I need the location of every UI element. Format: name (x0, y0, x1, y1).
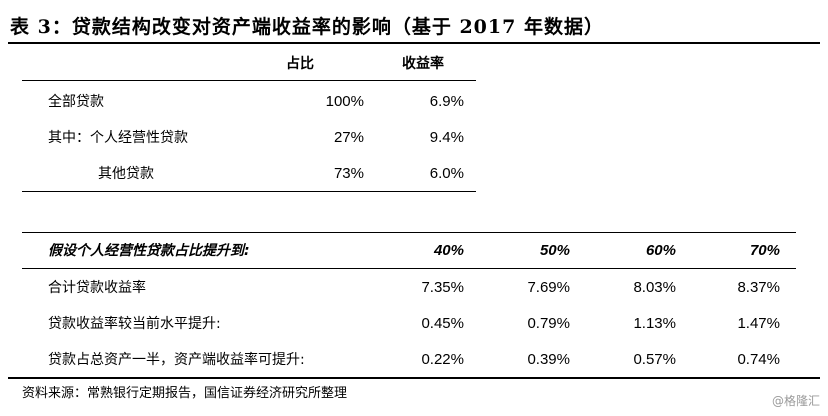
row-yield: 9.4% (429, 129, 464, 146)
row-share: 100% (325, 93, 364, 110)
row-value: 1.47% (737, 315, 780, 332)
row-value: 7.69% (527, 279, 570, 296)
row-value: 0.39% (527, 351, 570, 368)
source-note: 资料来源：常熟银行定期报告，国信证券经济研究所整理 (22, 386, 348, 401)
bottom-rule (8, 377, 820, 379)
scenario-header-70: 70% (749, 242, 780, 259)
row-share: 27% (333, 129, 364, 146)
watermark: @格隆汇 (771, 394, 820, 408)
row-value: 1.13% (633, 315, 676, 332)
row-value: 0.45% (421, 315, 464, 332)
table1-header-rule (22, 80, 476, 81)
row-label: 合计贷款收益率 (48, 280, 146, 296)
row-yield: 6.0% (429, 165, 464, 182)
row-label: 其中：个人经营性贷款 (48, 130, 188, 146)
row-yield: 6.9% (429, 93, 464, 110)
row-value: 8.03% (633, 279, 676, 296)
column-header-share: 占比 (286, 56, 314, 72)
row-value: 7.35% (421, 279, 464, 296)
row-value: 8.37% (737, 279, 780, 296)
row-label: 其他贷款 (98, 166, 154, 182)
scenario-header-50: 50% (539, 242, 570, 259)
table-title: 表 3：贷款结构改变对资产端收益率的影响（基于 2017 年数据） (10, 16, 604, 38)
scenario-header-label: 假设个人经营性贷款占比提升到: (48, 243, 250, 259)
title-rule (8, 42, 820, 44)
row-share: 73% (333, 165, 364, 182)
row-label: 全部贷款 (48, 94, 104, 110)
scenario-header-60: 60% (645, 242, 676, 259)
row-value: 0.22% (421, 351, 464, 368)
row-value: 0.79% (527, 315, 570, 332)
row-value: 0.74% (737, 351, 780, 368)
scenario-header-40: 40% (433, 242, 464, 259)
table1-bottom-rule (22, 191, 476, 192)
row-value: 0.57% (633, 351, 676, 368)
table2-header-rule (22, 268, 796, 269)
column-header-yield: 收益率 (402, 56, 444, 72)
table2-top-rule (22, 232, 796, 233)
row-label: 贷款占总资产一半，资产端收益率可提升: (48, 352, 305, 368)
row-label: 贷款收益率较当前水平提升: (48, 316, 221, 332)
